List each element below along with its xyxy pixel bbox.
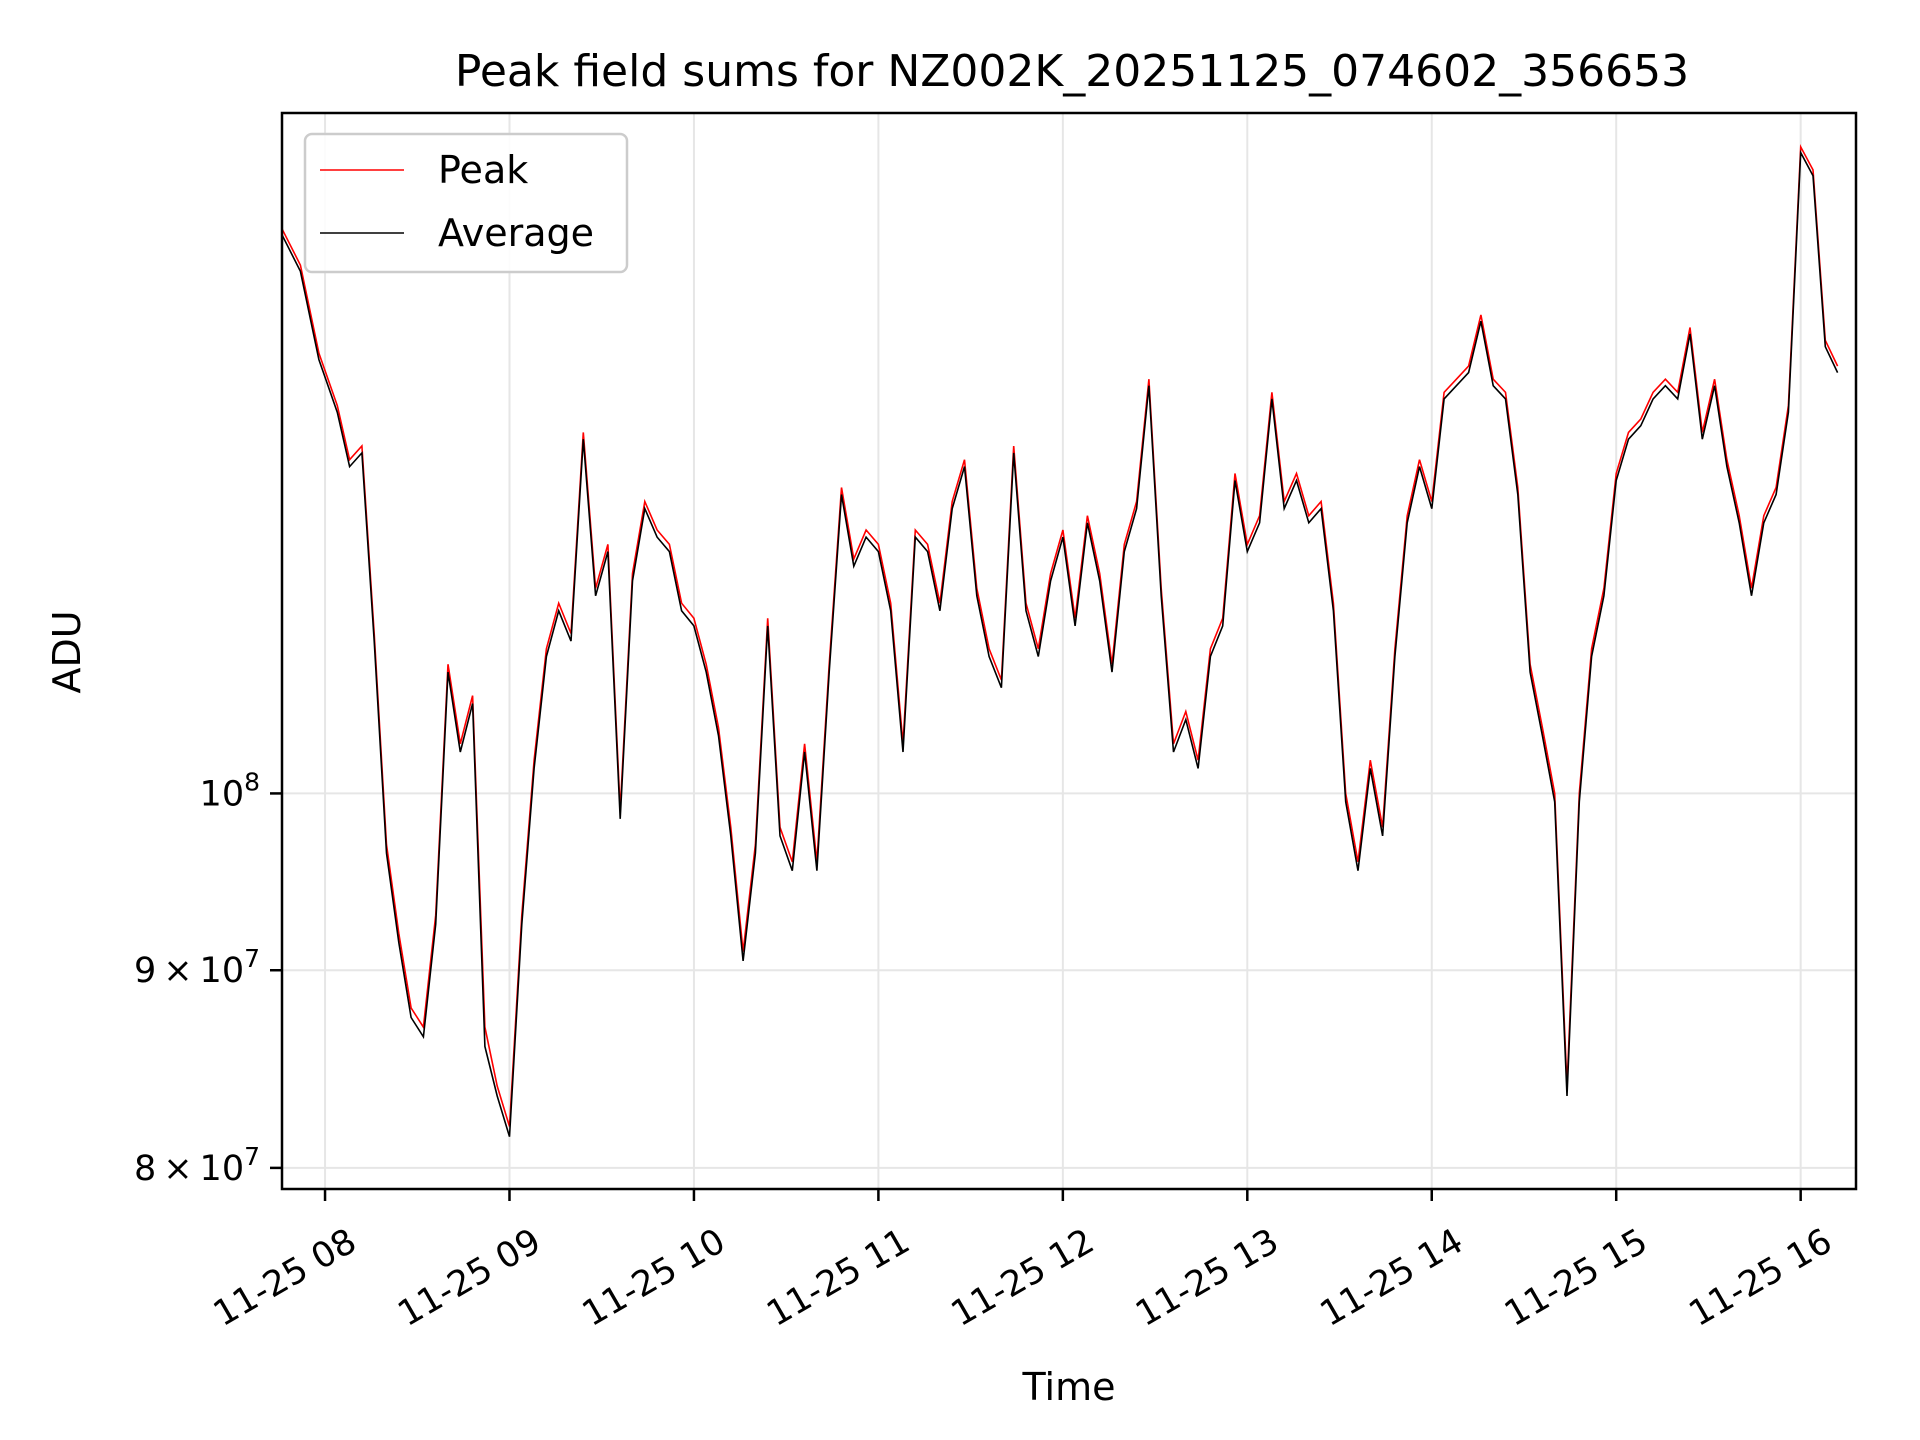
y-tick-label: 8 × 107 (134, 1142, 260, 1189)
axes-frame (280, 111, 1858, 1191)
y-axis: 8 × 107 9 × 107 108 (134, 767, 282, 1189)
plot-lines (281, 143, 1839, 1137)
y-axis-label: ADU (45, 610, 89, 693)
legend-box (303, 132, 629, 274)
y-tick-label: 9 × 107 (134, 944, 260, 991)
chart-title: Peak field sums for NZ002K_20251125_0746… (455, 46, 1689, 97)
legend: Peak Average (303, 132, 629, 274)
legend-label-peak: Peak (438, 148, 528, 192)
x-axis-label: Time (1022, 1365, 1116, 1409)
series-line-average (281, 149, 1839, 1137)
legend-label-average: Average (438, 211, 594, 255)
y-tick-label: 108 (200, 767, 260, 814)
grid (282, 113, 1856, 1189)
